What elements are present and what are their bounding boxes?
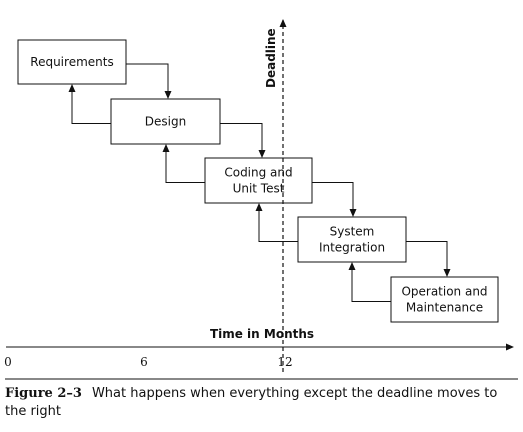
caption-text: What happens when everything except the … — [5, 386, 498, 419]
phase-box-operation-maintenance: Operation and Maintenance — [390, 276, 499, 323]
phase-boxes: Requirements Design Coding and Unit Test Sys… — [17, 39, 499, 323]
phase-box-system-integration: System Integration — [297, 216, 407, 263]
phase-box-label: Design — [145, 115, 186, 129]
phase-box-frame — [110, 98, 221, 145]
time-axis-ticks: 0 6 12 — [4, 355, 292, 369]
phase-box-label: System — [330, 225, 375, 239]
feedback-arrow-3 — [255, 203, 298, 242]
phase-box-label: Operation and — [401, 285, 487, 299]
phase-box-frame — [390, 276, 499, 323]
forward-arrow-1 — [126, 63, 172, 99]
forward-arrow-3 — [312, 182, 357, 217]
phase-box-frame — [204, 157, 313, 204]
figure-number: Figure 2–3 — [5, 386, 82, 401]
phase-box-label: Coding and — [224, 166, 292, 180]
feedback-arrow-4 — [348, 262, 391, 302]
time-axis-title: Time in Months — [210, 327, 314, 341]
time-tick-label: 6 — [140, 355, 148, 369]
phase-box-label: Unit Test — [233, 182, 285, 196]
time-tick-label: 12 — [277, 355, 292, 369]
phase-box-label: Requirements — [30, 55, 113, 69]
phase-box-frame — [297, 216, 407, 263]
deadline-label: Deadline — [264, 28, 278, 88]
feedback-arrow-2 — [162, 144, 205, 183]
phase-box-label: Maintenance — [406, 301, 483, 315]
figure-caption: Figure 2–3 What happens when everything e… — [5, 385, 515, 421]
phase-box-design: Design — [110, 98, 221, 145]
feedback-arrow-1 — [68, 84, 111, 124]
phase-connectors — [68, 63, 451, 302]
time-tick-label: 0 — [4, 355, 12, 369]
forward-arrow-2 — [220, 123, 266, 158]
phase-box-label: Integration — [319, 241, 385, 255]
forward-arrow-4 — [406, 241, 451, 277]
phase-box-frame — [17, 39, 127, 85]
phase-box-coding-unit-test: Coding and Unit Test — [204, 157, 313, 204]
phase-box-requirements: Requirements — [17, 39, 127, 85]
